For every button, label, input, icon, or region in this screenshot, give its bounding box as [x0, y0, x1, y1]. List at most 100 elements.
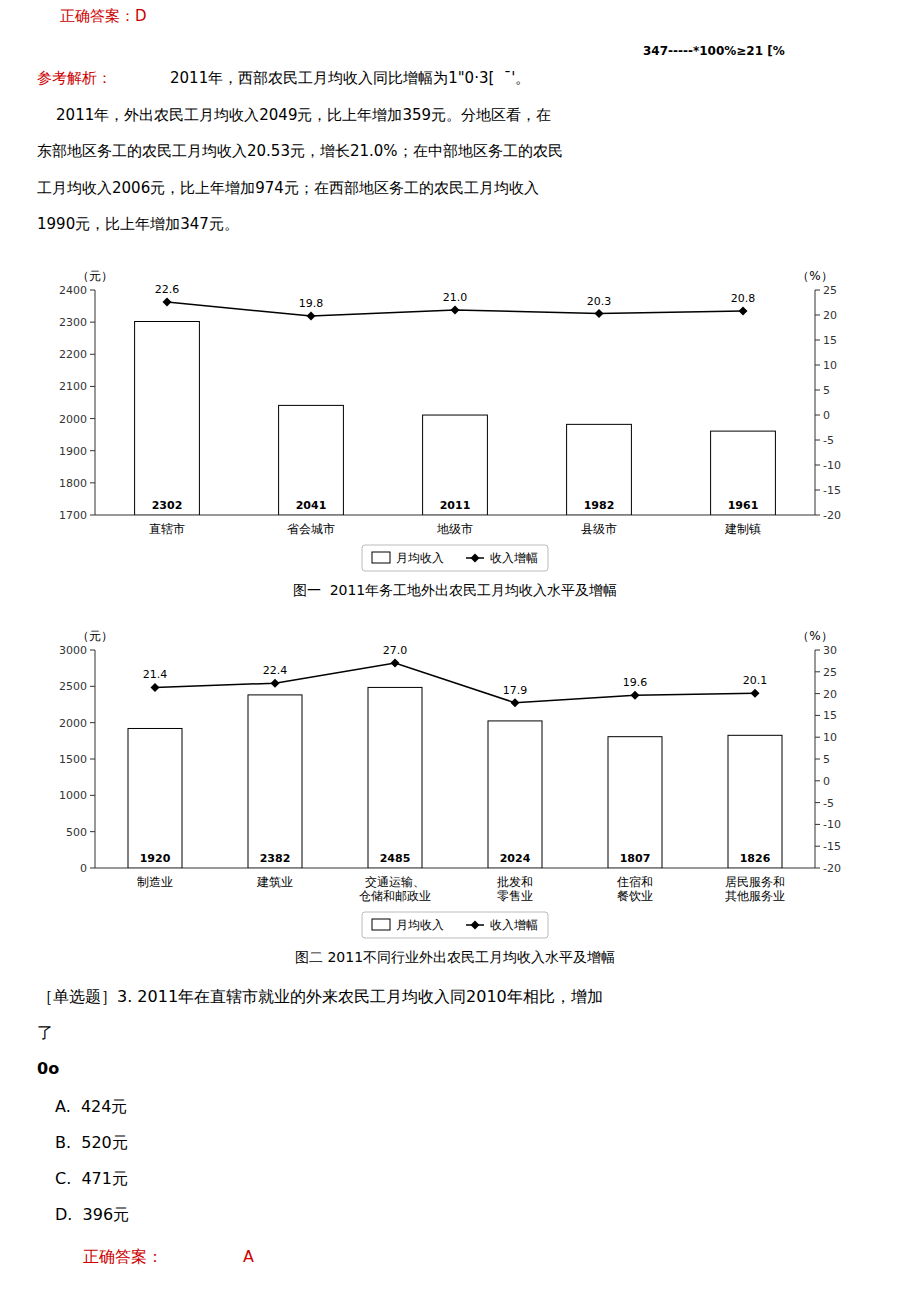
background: [0, 0, 919, 1301]
y2-tick: [815, 715, 820, 716]
y2-tick-label: 25: [823, 284, 837, 297]
plot-area: [128, 659, 782, 868]
y2-tick: [815, 759, 820, 760]
legend: 月均收入收入增幅: [362, 912, 548, 938]
y-tick: [90, 515, 95, 516]
y2-tick-label: 15: [823, 709, 837, 722]
x-tick-label: 地级市: [436, 522, 473, 536]
y-tick-label: 1700: [59, 509, 87, 522]
annotation: 2011年，西部农民工月均收入同比增幅为1"0·3[ ˉ'。: [170, 69, 530, 87]
y2-tick: [815, 465, 820, 466]
data-label: 22.4: [263, 664, 288, 677]
annotation: 参考解析：: [37, 69, 112, 87]
chart: 050010001500200025003000-20-15-10-505101…: [59, 629, 841, 965]
data-label: 2302: [152, 499, 183, 512]
line-marker: [595, 309, 604, 318]
y2-tick-label: 0: [823, 409, 830, 422]
y-tick: [90, 290, 95, 291]
y2-tick-label: -20: [823, 509, 841, 522]
x-tick-label: 住宿和餐饮业: [616, 875, 653, 903]
legend-swatch: [372, 919, 390, 930]
y2-tick: [815, 290, 820, 291]
y2-tick-label: -15: [823, 484, 841, 497]
y2-tick-label: 20: [823, 309, 837, 322]
x-axis-line: [95, 868, 815, 869]
y2-tick: [815, 868, 820, 869]
line-marker: [391, 659, 400, 668]
annotation: 东部地区务工的农民工月均收入20.53元，增长21.0%；在中部地区务工的农民: [37, 142, 563, 160]
y2-axis-label: （%）: [797, 269, 832, 283]
bar: [423, 415, 488, 515]
bar: [608, 737, 662, 868]
y2-tick: [815, 490, 820, 491]
y-tick: [90, 354, 95, 355]
y-tick-label: 2400: [59, 284, 87, 297]
annotation: ［单选题］3. 2011年在直辖市就业的外来农民工月均收入同2010年相比，增加: [37, 987, 603, 1006]
y-tick-label: 3000: [59, 644, 87, 657]
y2-tick: [815, 737, 820, 738]
line-marker: [271, 679, 280, 688]
data-label: 1807: [620, 852, 651, 865]
line-marker: [451, 306, 460, 315]
bar: [728, 735, 782, 868]
legend-item: 收入增幅: [466, 551, 538, 565]
axes: 050010001500200025003000-20-15-10-505101…: [59, 644, 841, 875]
annotation: D. 396元: [55, 1205, 129, 1224]
data-label: 2011: [440, 499, 471, 512]
y2-tick-label: 25: [823, 666, 837, 679]
y-axis-label: （元）: [77, 629, 113, 643]
data-label: 1920: [140, 852, 171, 865]
x-tick-label: 建筑业: [256, 875, 293, 889]
y-tick-label: 1800: [59, 477, 87, 490]
y-tick-label: 2200: [59, 348, 87, 361]
chart-title: 图二 2011不同行业外出农民工月均收入水平及增幅: [295, 949, 615, 965]
line-marker: [751, 689, 760, 698]
bar: [128, 728, 182, 868]
data-label: 19.8: [299, 297, 324, 310]
page: 正确答案：D347-----*100%≥21 [%参考解析：2011年，西部农民…: [0, 0, 919, 1301]
bar: [567, 424, 632, 515]
y-tick: [90, 795, 95, 796]
x-tick-label: 建制镇: [724, 522, 761, 536]
y2-tick-label: 0: [823, 775, 830, 788]
legend-label: 收入增幅: [490, 918, 538, 932]
x-tick-label: 交通运输、仓储和邮政业: [359, 875, 431, 903]
line-marker: [631, 691, 640, 700]
legend-box: [362, 545, 548, 571]
x-tick-label: 制造业: [137, 875, 173, 889]
y-tick: [90, 418, 95, 419]
annotation: 2011年，外出农民工月均收入2049元，比上年增加359元。分地区看，在: [37, 106, 551, 124]
y-tick-label: 2000: [59, 717, 87, 730]
y2-tick: [815, 415, 820, 416]
annotation: 0o: [37, 1059, 59, 1078]
y-tick: [90, 759, 95, 760]
chart-title: 图一 2011年务工地外出农民工月均收入水平及增幅: [293, 582, 618, 598]
y2-tick: [815, 846, 820, 847]
y-tick: [90, 831, 95, 832]
y2-tick: [815, 390, 820, 391]
y2-tick-label: -10: [823, 459, 841, 472]
annotation: 工月均收入2006元，比上年增加974元；在西部地区务工的农民工月均收入: [37, 179, 539, 197]
data-label: 1826: [740, 852, 771, 865]
bar: [368, 687, 422, 868]
annotation: 了: [37, 1023, 53, 1042]
data-label: 2485: [380, 852, 411, 865]
y-tick-label: 1000: [59, 789, 87, 802]
line: [167, 302, 743, 316]
y2-tick: [815, 802, 820, 803]
legend-label: 收入增幅: [490, 551, 538, 565]
y2-tick-label: -5: [823, 434, 834, 447]
legend-marker: [471, 554, 480, 563]
data-label: 17.9: [503, 684, 528, 697]
line-marker: [163, 298, 172, 307]
y2-tick: [815, 824, 820, 825]
y-tick: [90, 722, 95, 723]
bar: [488, 721, 542, 868]
annotation: 347-----*100%≥21 [%: [643, 44, 785, 58]
bar: [279, 405, 344, 515]
data-label: 20.3: [587, 295, 612, 308]
y-tick-label: 500: [66, 826, 87, 839]
y-tick: [90, 868, 95, 869]
line: [155, 663, 755, 703]
y-tick: [90, 450, 95, 451]
